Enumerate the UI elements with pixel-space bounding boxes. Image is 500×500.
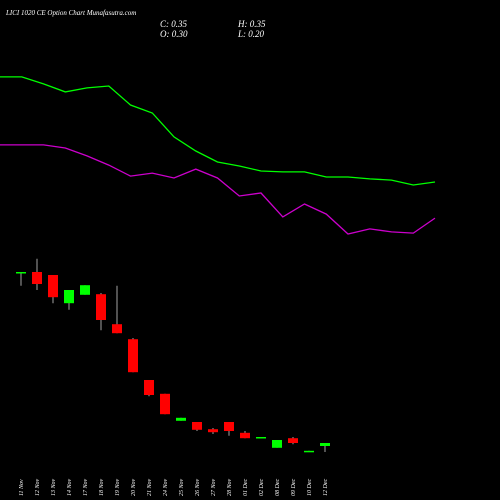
ohlc-label: O: 0.30 bbox=[160, 29, 188, 39]
candle-body bbox=[32, 272, 42, 284]
candle-body bbox=[160, 393, 170, 415]
x-tick-label: 18 Nov bbox=[99, 478, 105, 496]
x-tick-label: 14 Nov bbox=[66, 478, 73, 496]
candle-body bbox=[48, 275, 58, 298]
x-tick-label: 25 Nov bbox=[179, 478, 185, 496]
x-tick-label: 26 Nov bbox=[195, 478, 201, 496]
candle-body bbox=[144, 380, 154, 395]
x-tick-label: 17 Nov bbox=[83, 478, 89, 496]
x-tick-label: 19 Nov bbox=[115, 478, 121, 496]
x-tick-label: 12 Nov bbox=[35, 478, 41, 496]
x-tick-label: 20 Nov bbox=[131, 478, 137, 496]
candle-body bbox=[240, 432, 250, 439]
candle-body bbox=[304, 450, 314, 453]
candle-body bbox=[80, 285, 90, 295]
x-tick-label: 11 Nov bbox=[19, 479, 25, 496]
x-tick-label: 02 Dec bbox=[259, 479, 265, 496]
line-series bbox=[0, 76, 436, 186]
candle-body bbox=[96, 294, 106, 320]
candle-body bbox=[192, 422, 202, 430]
candle-body bbox=[256, 437, 266, 439]
ohlc-label: C: 0.35 bbox=[160, 19, 188, 29]
candle-body bbox=[288, 438, 298, 443]
candle-body bbox=[208, 429, 218, 433]
x-tick-label: 24 Nov bbox=[162, 478, 169, 496]
x-tick-label: 09 Dec bbox=[291, 479, 297, 496]
x-tick-label: 01 Dec bbox=[243, 479, 249, 496]
candle-body bbox=[112, 324, 122, 334]
candle-body bbox=[320, 443, 330, 446]
ohlc-label: H: 0.35 bbox=[237, 19, 266, 29]
x-tick-label: 28 Nov bbox=[227, 478, 233, 496]
candle-body bbox=[128, 339, 138, 373]
candle-body bbox=[16, 272, 26, 274]
x-tick-label: 08 Dec bbox=[275, 479, 281, 496]
candle-body bbox=[272, 440, 282, 448]
chart-title: LICI 1020 CE Option Chart Munafasutra.co… bbox=[5, 9, 136, 17]
x-tick-label: 12 Dec bbox=[323, 479, 329, 496]
line-series bbox=[0, 144, 436, 235]
x-tick-label: 10 Dec bbox=[307, 479, 313, 496]
x-tick-label: 27 Nov bbox=[211, 478, 217, 496]
x-tick-label: 13 Nov bbox=[51, 478, 57, 496]
candle-body bbox=[224, 422, 234, 431]
x-tick-label: 21 Nov bbox=[147, 478, 153, 496]
candle-body bbox=[176, 417, 186, 421]
ohlc-label: L: 0.20 bbox=[237, 29, 265, 39]
candle-body bbox=[64, 290, 74, 304]
